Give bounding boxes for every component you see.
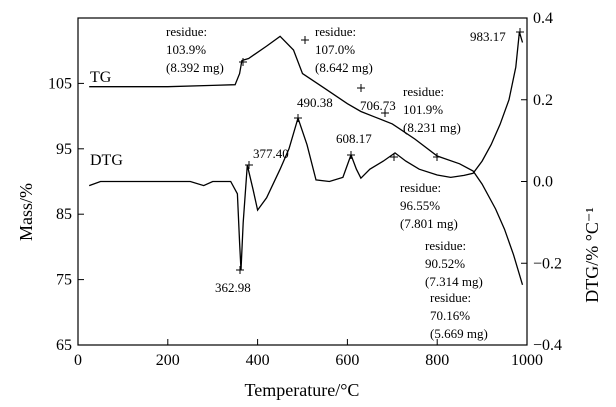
annotation: (8.231 mg) <box>403 120 461 135</box>
series-line <box>89 35 524 285</box>
series-label: TG <box>90 69 112 86</box>
y-tick-label: 85 <box>56 206 72 223</box>
annotation: 101.9% <box>403 102 443 117</box>
annotation: (8.642 mg) <box>315 60 373 75</box>
annotation: residue: <box>403 84 444 99</box>
annotation: (7.801 mg) <box>400 216 458 231</box>
annotation: (5.669 mg) <box>430 326 488 341</box>
annotation: 90.52% <box>425 256 465 271</box>
annotation: 490.38 <box>297 95 333 110</box>
annotation: residue: <box>166 24 207 39</box>
annotation: (7.314 mg) <box>425 274 483 289</box>
peak-marker <box>347 151 355 159</box>
y-tick-label: 105 <box>48 75 72 92</box>
peak-marker <box>301 36 309 44</box>
annotation: 983.17 <box>470 29 506 44</box>
annotation: 107.0% <box>315 42 355 57</box>
peak-marker <box>516 28 524 36</box>
annotation: 70.16% <box>430 308 470 323</box>
x-tick-label: 800 <box>425 352 449 369</box>
peak-marker <box>390 153 398 161</box>
y2-tick-label: 0.0 <box>533 174 553 191</box>
x-tick-label: 400 <box>246 352 270 369</box>
y2-axis-label: DTG/% °C⁻¹ <box>582 207 602 303</box>
annotation: 103.9% <box>166 42 206 57</box>
peak-marker <box>381 109 389 117</box>
annotation: 96.55% <box>400 198 440 213</box>
series-label: DTG <box>90 152 123 169</box>
annotation: 608.17 <box>336 131 372 146</box>
y2-tick-label: −0.4 <box>533 337 562 354</box>
annotation: residue: <box>425 238 466 253</box>
x-tick-label: 0 <box>74 352 82 369</box>
y2-tick-label: 0.4 <box>533 10 553 27</box>
y-axis-label: Mass/% <box>16 183 36 241</box>
annotation: residue: <box>315 24 356 39</box>
x-axis-label: Temperature/°C <box>245 380 360 400</box>
peak-marker <box>239 58 247 66</box>
annotation: residue: <box>430 290 471 305</box>
peak-marker <box>357 84 365 92</box>
y2-tick-label: 0.2 <box>533 92 553 109</box>
peak-marker <box>433 153 441 161</box>
x-tick-label: 600 <box>335 352 359 369</box>
peak-marker <box>236 266 244 274</box>
x-tick-label: 1000 <box>511 352 543 369</box>
annotation: (8.392 mg) <box>166 60 224 75</box>
x-tick-label: 200 <box>156 352 180 369</box>
peak-marker <box>245 161 253 169</box>
annotation: 377.40 <box>253 146 289 161</box>
annotation: 362.98 <box>215 280 251 295</box>
annotation: 706.73 <box>360 98 396 113</box>
peak-marker <box>294 114 302 122</box>
annotation: residue: <box>400 180 441 195</box>
y-tick-label: 95 <box>56 141 72 158</box>
series-line <box>88 31 524 271</box>
y2-tick-label: −0.2 <box>533 255 562 272</box>
y-tick-label: 75 <box>56 272 72 289</box>
y-tick-label: 65 <box>56 337 72 354</box>
